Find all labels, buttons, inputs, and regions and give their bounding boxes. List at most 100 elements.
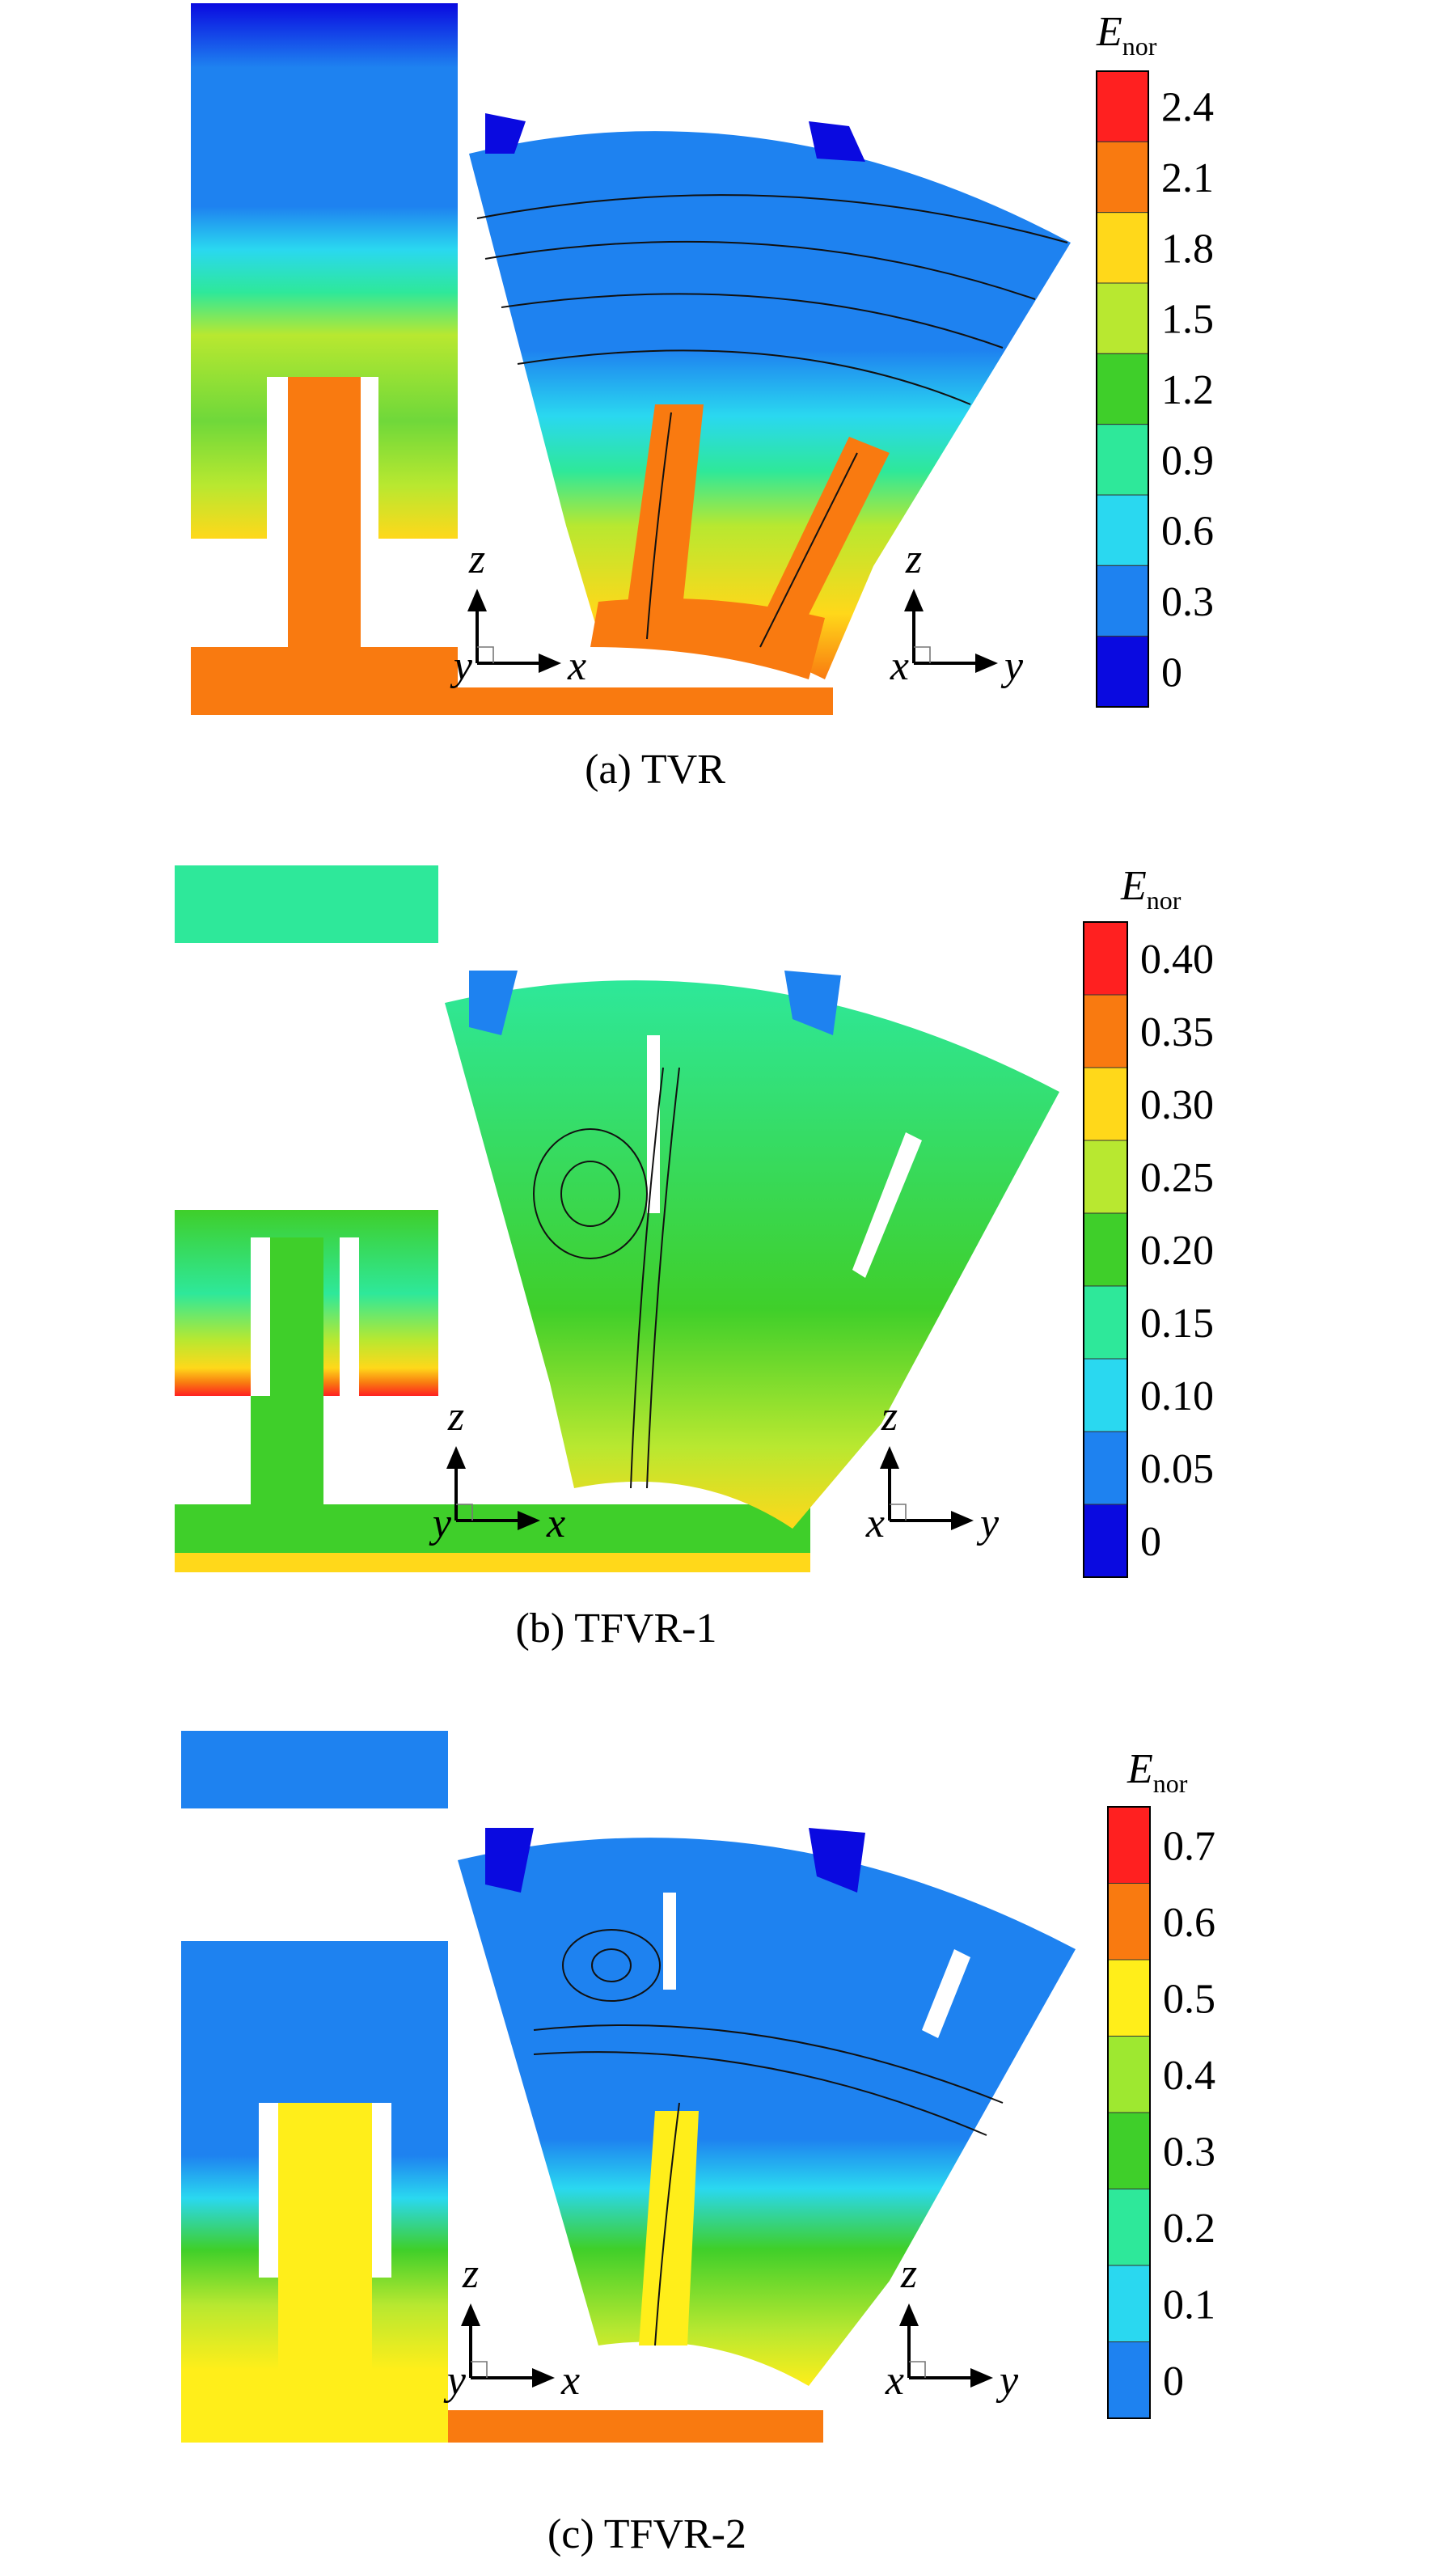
colorbar-tick-label: 0.4 (1163, 2053, 1215, 2099)
colorbar-band (1083, 1212, 1128, 1287)
axis-corner (909, 2361, 926, 2378)
colorbar-tick-label: 0.6 (1163, 1900, 1215, 1946)
colorbar-tick-label: 0.5 (1163, 1976, 1215, 2022)
axis-label: x (865, 1500, 885, 1546)
colorbar-band (1107, 2265, 1151, 2342)
colorbar-tick-label: 0.15 (1140, 1301, 1214, 1347)
colorbar-band (1107, 2112, 1151, 2189)
colorbar-band (1083, 1431, 1128, 1505)
colorbar-tick-label: 0.20 (1140, 1228, 1214, 1274)
colorbar-tick-label: 0.1 (1163, 2282, 1215, 2328)
colorbar-band (1096, 353, 1149, 425)
colorbar-band (1083, 1140, 1128, 1214)
colorbar-frame (1096, 70, 1149, 708)
axis-label: x (890, 643, 909, 689)
axis-label: x (567, 643, 586, 689)
colorbar-tick-label: 0.40 (1140, 937, 1214, 983)
colorbar-band (1083, 1285, 1128, 1360)
arrow-head (970, 2368, 993, 2388)
colorbar-band (1096, 70, 1149, 142)
colorbar-band (1107, 2036, 1151, 2113)
axis-label: z (905, 536, 922, 582)
colorbar-tick-label: 0.05 (1140, 1446, 1214, 1492)
axis-label: z (447, 1394, 464, 1440)
axis-label: y (450, 643, 473, 689)
colorbar-band (1083, 994, 1128, 1068)
colorbar-frame (1107, 1806, 1151, 2419)
colorbar-label: Enor (1120, 863, 1181, 915)
colorbar-tick-label: 0.25 (1140, 1155, 1214, 1201)
colorbar-band (1083, 921, 1128, 996)
axis-label: z (462, 2251, 479, 2297)
colorbar-band (1083, 1504, 1128, 1578)
subscript: nor (1153, 1769, 1188, 1798)
axis-label: x (885, 2358, 904, 2404)
colorbar-band (1107, 1806, 1151, 1884)
symbol: E (1120, 863, 1147, 909)
arrow-head (975, 654, 998, 673)
field-a (191, 3, 1071, 715)
arrow-head (446, 1446, 466, 1469)
colorbar-tick-label: 1.8 (1161, 226, 1214, 272)
axis-label: y (443, 2358, 467, 2404)
caption: (b) TFVR-1 (516, 1605, 717, 1652)
arrow-head (899, 2303, 919, 2326)
symbol: E (1096, 9, 1122, 55)
axis-label: y (1000, 643, 1024, 689)
colorbar-tick-label: 0.9 (1161, 438, 1214, 484)
colorbar-frame (1083, 921, 1128, 1578)
colorbar-tick-label: 0 (1163, 2358, 1184, 2405)
subscript: nor (1122, 32, 1157, 61)
colorbar-tick-label: 1.2 (1161, 367, 1214, 413)
colorbar-band (1096, 565, 1149, 637)
caption: (c) TFVR-2 (547, 2511, 746, 2557)
colorbar-tick-label: 0 (1161, 649, 1182, 696)
arrow-head (880, 1446, 899, 1469)
colorbar-tick-label: 0.2 (1163, 2206, 1215, 2252)
axis-corner (477, 646, 494, 663)
axis-corner (890, 1504, 907, 1521)
arrow-head (951, 1511, 974, 1530)
subscript: nor (1147, 886, 1181, 915)
colorbar-band (1107, 1959, 1151, 2037)
field-b (175, 865, 1059, 1572)
colorbar-band (1107, 2189, 1151, 2266)
colorbar-band (1107, 2341, 1151, 2419)
colorbar-tick-label: 2.1 (1161, 155, 1214, 201)
colorbar-label: Enor (1096, 9, 1157, 61)
colorbar-band (1083, 1067, 1128, 1141)
colorbar-band (1096, 141, 1149, 214)
arrow-head (518, 1511, 540, 1530)
colorbar-tick-label: 0.3 (1161, 579, 1214, 625)
axis-label: y (976, 1500, 1000, 1546)
colorbar-band (1096, 494, 1149, 566)
colorbar-label: Enor (1127, 1746, 1188, 1798)
field-c (181, 1731, 1076, 2443)
colorbar-band (1096, 636, 1149, 708)
colorbar-band (1096, 212, 1149, 284)
axis-corner (456, 1504, 473, 1521)
colorbar-tick-label: 0.30 (1140, 1082, 1214, 1128)
axis-label: z (881, 1394, 898, 1440)
colorbar-band (1096, 424, 1149, 496)
colorbar-tick-label: 0.3 (1163, 2129, 1215, 2175)
axis-label: x (560, 2358, 580, 2404)
arrow-head (904, 589, 924, 611)
arrow-head (539, 654, 561, 673)
colorbar-tick-label: 0.10 (1140, 1373, 1214, 1419)
colorbar-tick-label: 2.4 (1161, 85, 1214, 131)
colorbar-tick-label: 1.5 (1161, 297, 1214, 343)
axis-corner (914, 646, 931, 663)
colorbar-band (1083, 1358, 1128, 1432)
colorbar-tick-label: 0.7 (1163, 1823, 1215, 1869)
axis-label: y (995, 2358, 1019, 2404)
axis-corner (471, 2361, 488, 2378)
axis-label: x (546, 1500, 565, 1546)
colorbar-tick-label: 0 (1140, 1519, 1161, 1565)
arrow-head (467, 589, 487, 611)
colorbar-tick-label: 0.35 (1140, 1009, 1214, 1055)
colorbar-band (1107, 1883, 1151, 1961)
arrow-head (461, 2303, 480, 2326)
